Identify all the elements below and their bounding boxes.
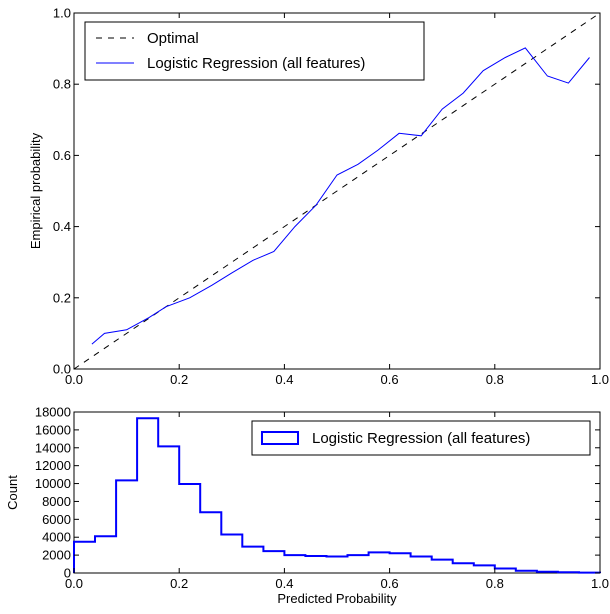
histogram-y-tick-label: 14000 xyxy=(35,440,71,455)
histogram-x-tick-label: 0.6 xyxy=(381,576,399,591)
calibration-y-tick-label: 0.6 xyxy=(53,148,71,163)
legend-histogram-label: Logistic Regression (all features) xyxy=(312,430,530,447)
histogram-x-tick-label: 1.0 xyxy=(591,576,609,591)
histogram-y-tick-label: 0 xyxy=(64,566,71,581)
legend-optimal-label: Optimal xyxy=(147,30,199,47)
histogram-x-tick-label: 0.8 xyxy=(486,576,504,591)
calibration-y-tick-label: 0.4 xyxy=(53,219,71,234)
calibration-x-tick-label: 1.0 xyxy=(591,372,609,387)
histogram-x-tick-label: 0.4 xyxy=(275,576,293,591)
calibration-y-tick-label: 1.0 xyxy=(53,6,71,21)
histogram-y-tick-label: 4000 xyxy=(42,530,71,545)
histogram-y-axis-label: Count xyxy=(5,475,20,510)
calibration-x-tick-label: 0.6 xyxy=(381,372,399,387)
calibration-y-axis-label: Empirical probability xyxy=(28,132,43,249)
calibration-x-tick-label: 0.8 xyxy=(486,372,504,387)
calibration-y-tick-label: 0.2 xyxy=(53,290,71,305)
calibration-x-tick-label: 0.4 xyxy=(275,372,293,387)
histogram-y-tick-label: 8000 xyxy=(42,494,71,509)
histogram-x-tick-label: 0.2 xyxy=(170,576,188,591)
calibration-legend: Optimal Logistic Regression (all features… xyxy=(85,22,424,80)
histogram-legend: Logistic Regression (all features) xyxy=(252,421,590,455)
histogram-y-tick-label: 2000 xyxy=(42,548,71,563)
legend-logistic-label: Logistic Regression (all features) xyxy=(147,55,365,72)
calibration-y-tick-label: 0.8 xyxy=(53,77,71,92)
histogram-y-tick-label: 12000 xyxy=(35,458,71,473)
histogram-y-tick-label: 6000 xyxy=(42,512,71,527)
calibration-y-tick-label: 0.0 xyxy=(53,362,71,377)
calibration-x-tick-label: 0.2 xyxy=(170,372,188,387)
histogram-y-tick-label: 18000 xyxy=(35,405,71,420)
histogram-y-tick-label: 10000 xyxy=(35,476,71,491)
histogram-x-axis-label: Predicted Probability xyxy=(277,591,397,606)
histogram-y-tick-label: 16000 xyxy=(35,422,71,437)
